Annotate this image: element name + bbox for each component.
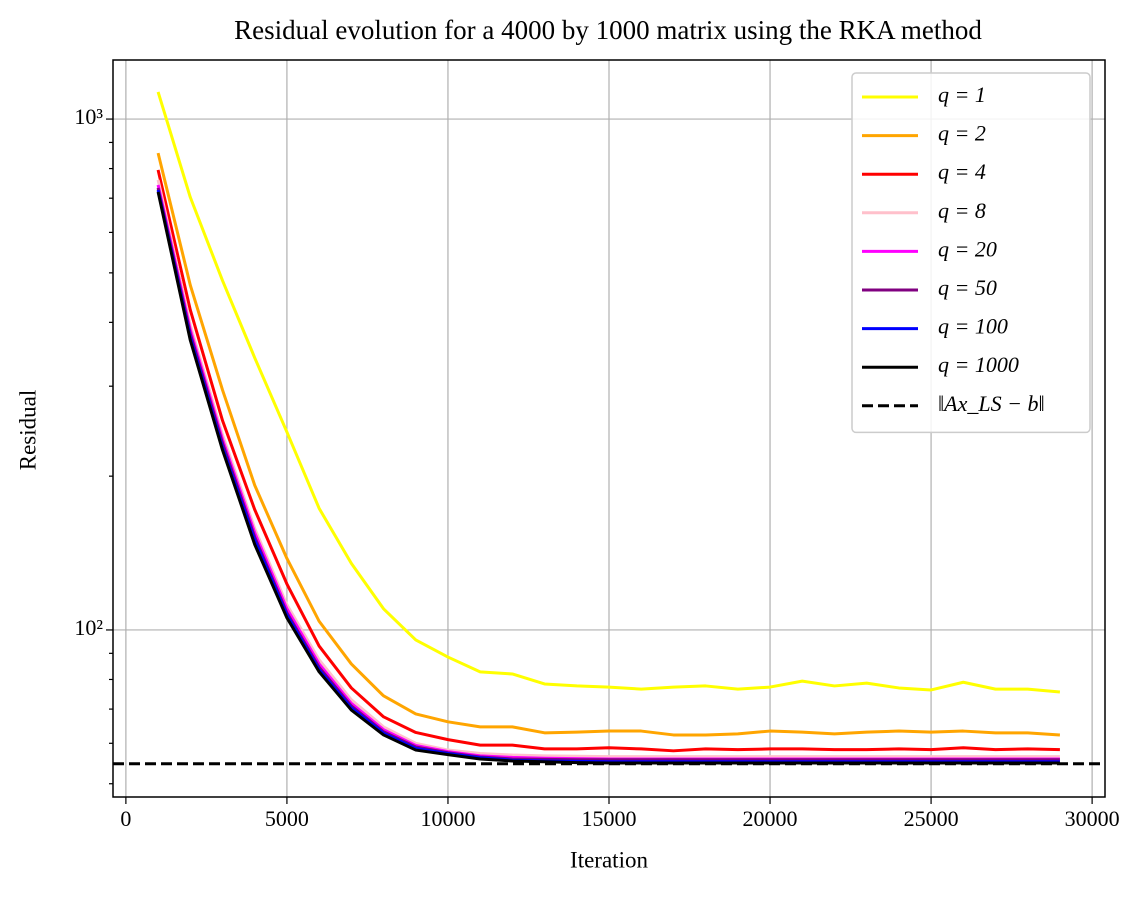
y-axis-label: Residual	[15, 390, 40, 471]
x-tick-label: 20000	[743, 806, 798, 831]
legend-label: q = 20	[938, 236, 997, 261]
series-line	[156, 169, 1060, 753]
x-tick-label: 30000	[1065, 806, 1120, 831]
x-axis-label: Iteration	[570, 847, 648, 872]
y-tick-label: 10²	[74, 615, 103, 640]
series-line	[156, 179, 1060, 759]
x-tick-label: 15000	[582, 806, 637, 831]
legend-label: q = 2	[938, 121, 986, 146]
x-tick-label: 5000	[265, 806, 309, 831]
x-tick-label: 10000	[420, 806, 475, 831]
plot-frame	[112, 59, 1106, 798]
legend-label: q = 1000	[938, 352, 1019, 377]
legend-label: q = 50	[938, 275, 997, 300]
legend-label: ‖Ax_LS − b‖	[938, 391, 1045, 416]
legend-label: q = 8	[938, 198, 986, 223]
y-tick-label: 10³	[74, 104, 103, 129]
legend-box	[851, 72, 1091, 434]
series-line	[156, 152, 1061, 737]
x-tick-label: 0	[120, 806, 131, 831]
legend-label: q = 1	[938, 82, 986, 107]
chart-title: Residual evolution for a 4000 by 1000 ma…	[234, 15, 982, 45]
legend-label: q = 100	[938, 314, 1008, 339]
legend: q = 1 q = 2 q = 4 q = 8 q = 20 q = 50 q = 100 q…	[851, 72, 1091, 434]
legend-label: q = 4	[938, 159, 986, 184]
series-line	[156, 91, 1061, 694]
x-tick-label: 25000	[904, 806, 959, 831]
